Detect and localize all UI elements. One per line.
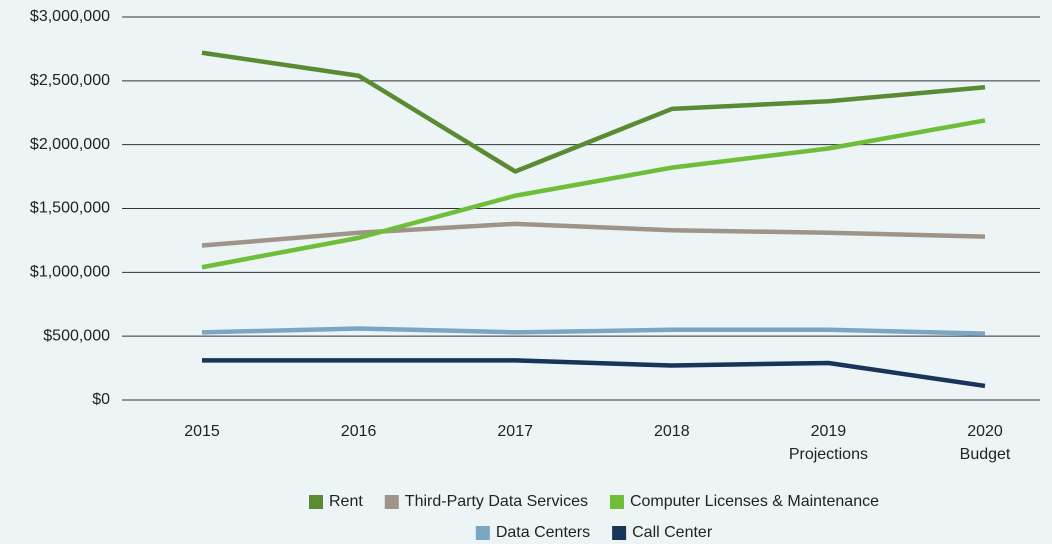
x-tick-label: 2020 Budget	[960, 423, 1011, 463]
x-tick-label: 2018	[654, 423, 690, 440]
legend-swatch	[309, 495, 323, 509]
x-tick-label: 2017	[497, 423, 533, 440]
legend-label: Third-Party Data Services	[405, 493, 588, 510]
y-tick-label: $500,000	[43, 327, 110, 344]
y-tick-label: $0	[92, 391, 110, 408]
legend-swatch	[475, 526, 490, 540]
x-tick-label: 2015	[184, 423, 220, 440]
legend-swatch	[384, 495, 399, 509]
y-tick-label: $3,000,000	[30, 8, 110, 25]
series-line	[201, 326, 986, 336]
legend-label: Call Center	[632, 524, 713, 541]
y-tick-label: $1,500,000	[30, 200, 110, 217]
legend-row: Rent Third-Party Data Services Computer Li…	[309, 493, 879, 510]
series-line	[201, 221, 986, 248]
y-tick-label: $1,000,000	[30, 264, 110, 281]
legend-label: Data Centers	[496, 524, 590, 541]
y-tick-label: $2,000,000	[30, 136, 110, 153]
legend-swatch	[612, 526, 627, 540]
legend-label: Computer Licenses & Maintenance	[630, 493, 879, 510]
legend-swatch	[609, 495, 624, 509]
series-line	[201, 118, 986, 270]
series-line	[201, 50, 986, 174]
legend-row: Data Centers Call Center	[475, 524, 713, 541]
x-tick-label: 2016	[341, 423, 377, 440]
y-tick-label: $2,500,000	[30, 72, 110, 89]
x-tick-label: 2019 Projections	[789, 423, 868, 463]
legend-label: Rent	[329, 493, 363, 510]
series-line	[202, 358, 986, 389]
